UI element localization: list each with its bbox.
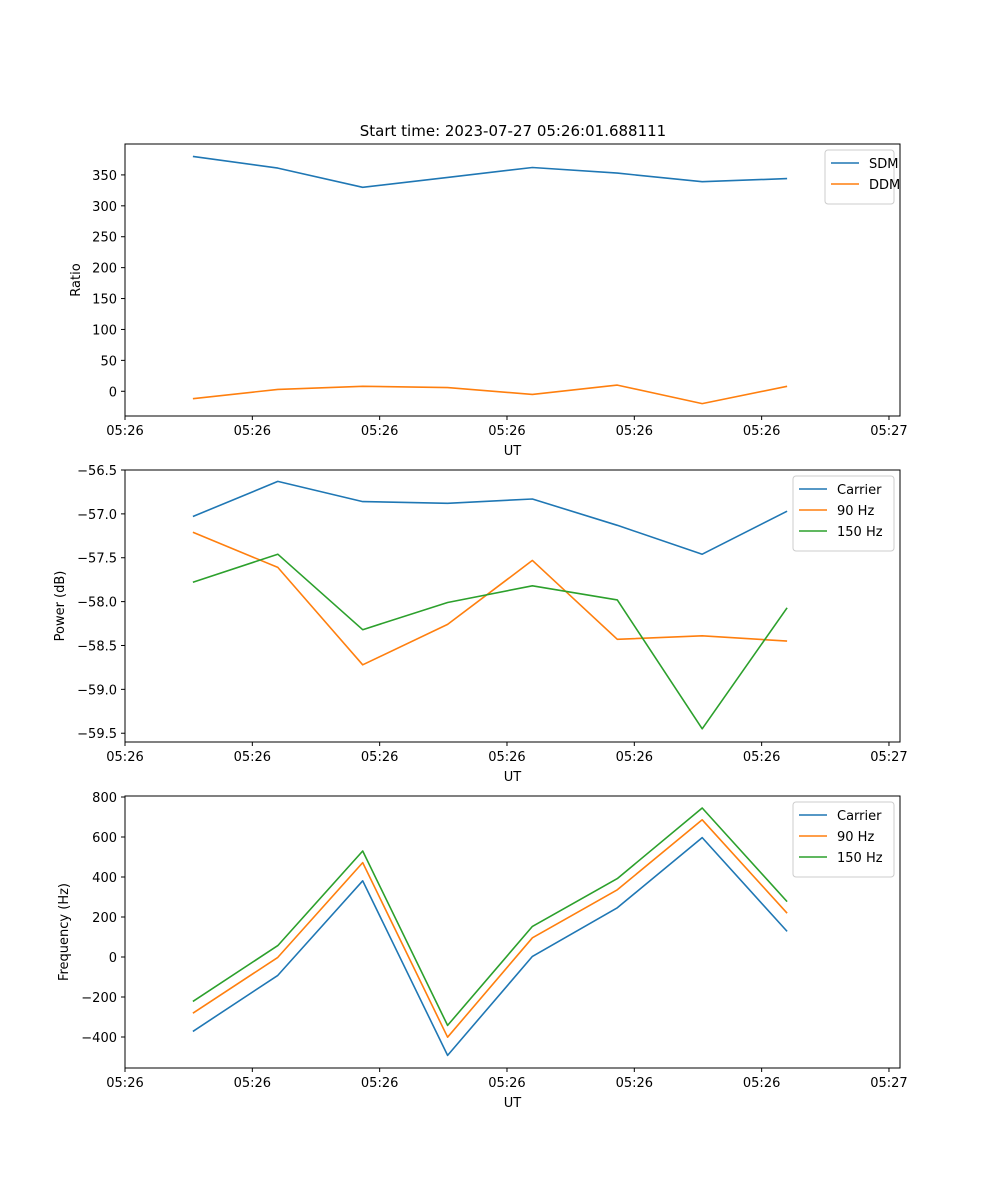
axes-frame — [124, 469, 901, 743]
series-line-carrier — [192, 480, 788, 556]
legend-entry: DDM — [869, 178, 900, 193]
y-tick-label: −59.0 — [77, 683, 117, 698]
x-axis-label: UT — [504, 770, 522, 785]
x-axis-label: UT — [504, 444, 522, 459]
legend: Carrier 90 Hz 150 Hz — [792, 801, 895, 878]
legend: Carrier 90 Hz 150 Hz — [792, 475, 895, 552]
y-tick-label: −57.5 — [77, 552, 117, 567]
series-line-sdm — [192, 155, 788, 189]
y-tick-label: 50 — [100, 354, 117, 369]
y-tick-label: 150 — [92, 293, 117, 308]
legend-entry: 90 Hz — [837, 504, 874, 519]
y-axis-label: Power (dB) — [53, 571, 68, 642]
series-line-carrier — [192, 836, 788, 1057]
y-tick-label: −58.5 — [77, 639, 117, 654]
y-tick-label: 0 — [109, 385, 117, 400]
legend-box — [792, 475, 895, 552]
x-tick-label: 05:27 — [870, 1076, 907, 1091]
y-tick-label: −58.0 — [77, 596, 117, 611]
legend-entry: SDM — [869, 157, 898, 172]
series-line-150-hz — [192, 553, 788, 730]
x-tick-label: 05:26 — [361, 424, 398, 439]
x-tick-label: 05:26 — [106, 1076, 143, 1091]
y-tick-label: 200 — [92, 262, 117, 277]
x-tick-label: 05:26 — [234, 1076, 271, 1091]
x-tick-label: 05:27 — [870, 750, 907, 765]
series-line-ddm — [192, 384, 788, 405]
legend-entry: Carrier — [837, 483, 882, 498]
y-tick-label: 200 — [92, 911, 117, 926]
x-tick-label: 05:26 — [488, 424, 525, 439]
legend-box — [792, 801, 895, 878]
figure-title: Start time: 2023-07-27 05:26:01.688111 — [360, 122, 666, 140]
legend: SDM DDM — [824, 149, 900, 205]
y-tick-label: 800 — [92, 791, 117, 806]
x-tick-label: 05:26 — [106, 750, 143, 765]
panel-1: 05:26 05:26 05:26 05:26 05:26 05:26 05:27 0 50 10… — [69, 143, 908, 459]
y-tick-label: 600 — [92, 831, 117, 846]
x-axis-label: UT — [504, 1096, 522, 1111]
legend-entry: Carrier — [837, 809, 882, 824]
y-tick-label: 100 — [92, 323, 117, 338]
y-axis-label: Frequency (Hz) — [57, 883, 72, 981]
panel-2: 05:26 05:26 05:26 05:26 05:26 05:26 05:27 −56.5… — [53, 464, 908, 785]
y-tick-label: 0 — [109, 951, 117, 966]
series-line-90-hz — [192, 531, 788, 666]
x-tick-label: 05:26 — [234, 424, 271, 439]
x-tick-label: 05:26 — [743, 1076, 780, 1091]
series-line-90-hz — [192, 818, 788, 1038]
y-axis-label: Ratio — [69, 263, 84, 296]
x-tick-label: 05:26 — [361, 1076, 398, 1091]
y-tick-label: −59.5 — [77, 727, 117, 742]
series-line-150-hz — [192, 807, 788, 1027]
x-tick-label: 05:26 — [616, 750, 653, 765]
x-tick-label: 05:26 — [234, 750, 271, 765]
legend-entry: 150 Hz — [837, 525, 883, 540]
x-tick-label: 05:26 — [361, 750, 398, 765]
y-tick-label: 350 — [92, 169, 117, 184]
y-tick-label: −57.0 — [77, 508, 117, 523]
axes-frame — [124, 795, 901, 1069]
axes-frame — [124, 143, 901, 417]
y-tick-label: −400 — [81, 1031, 117, 1046]
x-tick-label: 05:26 — [106, 424, 143, 439]
x-tick-label: 05:26 — [488, 750, 525, 765]
y-tick-label: −56.5 — [77, 464, 117, 479]
y-tick-label: 400 — [92, 871, 117, 886]
x-tick-label: 05:26 — [488, 1076, 525, 1091]
y-tick-label: 250 — [92, 231, 117, 246]
y-tick-label: −200 — [81, 991, 117, 1006]
x-tick-label: 05:27 — [870, 424, 907, 439]
x-tick-label: 05:26 — [616, 1076, 653, 1091]
x-tick-label: 05:26 — [743, 750, 780, 765]
legend-entry: 90 Hz — [837, 830, 874, 845]
x-tick-label: 05:26 — [743, 424, 780, 439]
panel-3: 05:26 05:26 05:26 05:26 05:26 05:26 05:27 −400 −… — [57, 791, 908, 1111]
x-tick-label: 05:26 — [616, 424, 653, 439]
legend-entry: 150 Hz — [837, 851, 883, 866]
y-tick-label: 300 — [92, 200, 117, 215]
